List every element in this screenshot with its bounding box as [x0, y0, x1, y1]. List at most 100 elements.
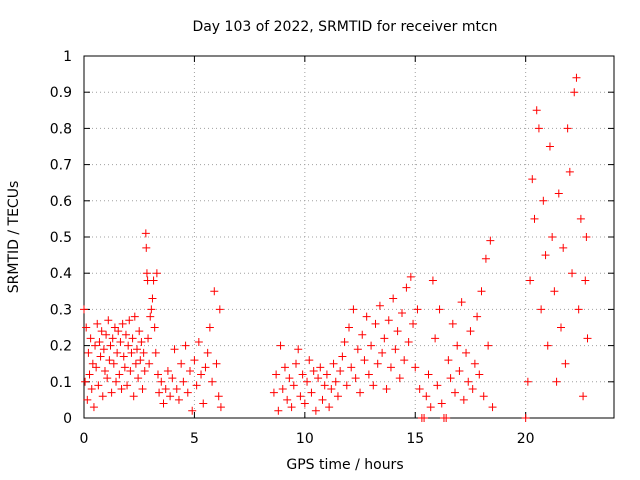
data-point	[477, 287, 486, 296]
data-point	[152, 269, 161, 278]
data-point	[459, 395, 468, 404]
data-point	[314, 374, 323, 383]
data-point	[109, 359, 118, 368]
data-point	[188, 406, 197, 415]
data-point	[406, 272, 415, 281]
data-point	[138, 385, 147, 394]
data-point	[389, 294, 398, 303]
data-point	[411, 363, 420, 372]
data-point	[177, 359, 186, 368]
data-point	[107, 388, 116, 397]
data-point	[201, 363, 210, 372]
chart-title: Day 103 of 2022, SRMTID for receiver mtc…	[192, 19, 497, 35]
y-tick-label: 0.7	[50, 158, 72, 174]
data-point	[539, 196, 548, 205]
data-point	[130, 312, 139, 321]
data-point	[320, 381, 329, 390]
data-point	[153, 370, 162, 379]
data-point	[426, 403, 435, 412]
data-point	[574, 305, 583, 314]
data-point	[150, 323, 159, 332]
data-point	[393, 327, 402, 336]
data-point	[318, 395, 327, 404]
x-tick-label: 5	[190, 431, 199, 447]
data-point	[170, 345, 179, 354]
data-point	[309, 366, 318, 375]
data-point	[298, 370, 307, 379]
data-point	[576, 214, 585, 223]
data-point	[84, 348, 93, 357]
data-point	[358, 330, 367, 339]
data-point	[134, 374, 143, 383]
data-point	[139, 348, 148, 357]
data-point	[276, 341, 285, 350]
data-point	[367, 341, 376, 350]
data-point	[409, 319, 418, 328]
data-point	[199, 399, 208, 408]
data-point	[269, 388, 278, 397]
data-point	[380, 334, 389, 343]
data-point	[142, 269, 151, 278]
data-point	[415, 385, 424, 394]
x-tick-label: 0	[80, 431, 89, 447]
data-point	[466, 327, 475, 336]
data-point	[106, 341, 115, 350]
data-point	[294, 345, 303, 354]
data-point	[413, 305, 422, 314]
data-point	[375, 301, 384, 310]
data-point	[137, 337, 146, 346]
data-point	[289, 381, 298, 390]
data-point	[120, 363, 129, 372]
data-point	[353, 345, 362, 354]
data-point	[145, 359, 154, 368]
data-point	[110, 323, 119, 332]
data-point	[148, 294, 157, 303]
x-tick-label: 15	[406, 431, 424, 447]
data-point	[86, 334, 95, 343]
data-point	[147, 305, 156, 314]
data-point	[568, 269, 577, 278]
data-point	[435, 305, 444, 314]
data-point	[486, 236, 495, 245]
data-point	[431, 334, 440, 343]
data-point	[89, 403, 98, 412]
data-point	[446, 374, 455, 383]
data-point	[149, 276, 158, 285]
data-point	[338, 352, 347, 361]
data-point	[113, 348, 122, 357]
data-point	[311, 406, 320, 415]
data-point	[194, 337, 203, 346]
data-point	[582, 233, 591, 241]
data-point	[473, 312, 482, 321]
data-point	[104, 316, 113, 325]
data-point	[537, 305, 546, 314]
data-point	[362, 312, 371, 321]
data-point	[557, 323, 565, 332]
data-point	[404, 337, 413, 346]
data-point	[174, 395, 183, 404]
data-point	[373, 359, 382, 368]
data-point	[451, 388, 459, 397]
data-point	[475, 370, 484, 379]
data-point	[581, 276, 590, 285]
grid-lines	[84, 56, 614, 418]
data-point	[305, 356, 314, 365]
data-point	[287, 403, 296, 412]
x-tick-label: 20	[517, 431, 535, 447]
data-point	[329, 359, 338, 368]
data-point	[123, 381, 132, 390]
data-point	[371, 319, 380, 328]
data-point	[280, 363, 289, 372]
data-point	[369, 381, 378, 390]
data-point	[356, 388, 365, 397]
data-point	[274, 406, 283, 415]
y-tick-label: 0.4	[50, 266, 72, 282]
data-point	[484, 341, 493, 350]
data-point	[442, 414, 451, 422]
data-point	[548, 233, 557, 241]
data-point	[424, 370, 433, 379]
data-point	[464, 377, 473, 386]
data-point	[131, 359, 140, 368]
data-point	[126, 366, 135, 375]
data-point	[283, 395, 292, 404]
